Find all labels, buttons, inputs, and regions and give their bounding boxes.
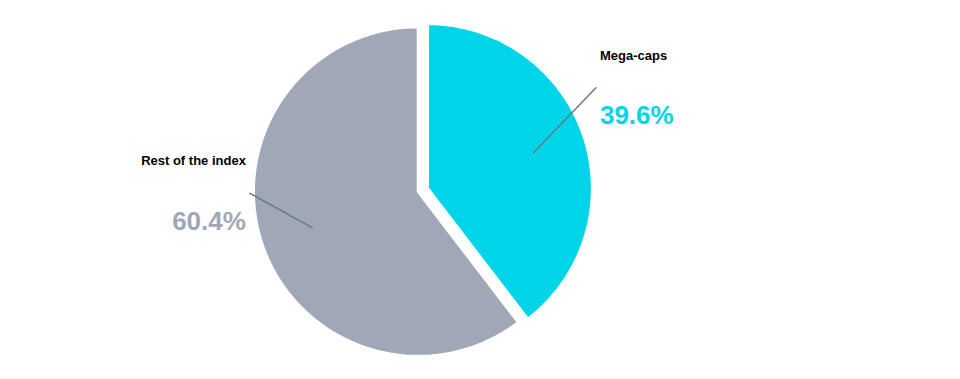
svg-text:39.6%: 39.6% xyxy=(600,100,674,130)
svg-text:Mega-caps: Mega-caps xyxy=(600,48,667,63)
svg-text:Rest of the index: Rest of the index xyxy=(141,153,247,168)
svg-text:60.4%: 60.4% xyxy=(172,206,246,236)
